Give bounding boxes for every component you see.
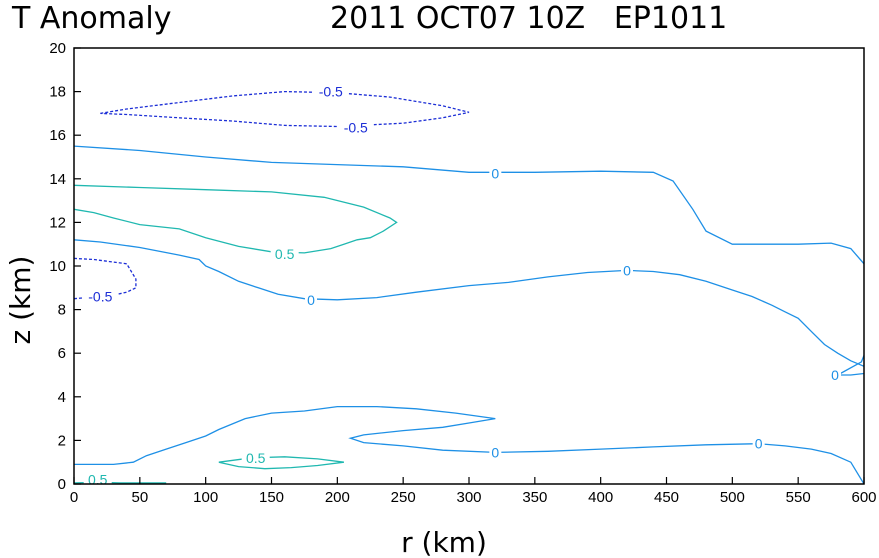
contour-label: -0.5 <box>88 289 112 305</box>
x-tick-label: 350 <box>522 489 547 506</box>
contour-label: -0.5 <box>344 120 368 136</box>
contour-line <box>74 145 864 265</box>
contour-label-bg <box>752 435 765 452</box>
contour-label: 0.5 <box>88 472 108 488</box>
x-tick-label: 450 <box>654 489 679 506</box>
x-tick-label: 550 <box>786 489 811 506</box>
x-tick-label: 400 <box>588 489 613 506</box>
y-axis-label: z (km) <box>4 256 37 345</box>
y-tick-label: 0 <box>58 476 66 493</box>
y-tick-label: 16 <box>49 127 66 144</box>
plot-frame <box>73 47 865 485</box>
contour-lines: 0 0 0 0 0 0 0.5 0.5 0.5 -0.5 -0.5 -0.5 <box>74 83 864 488</box>
y-tick-label: 10 <box>49 258 66 275</box>
contour-label: 0 <box>623 262 631 278</box>
x-tick-label: 250 <box>391 489 416 506</box>
x-axis-label: r (km) <box>401 526 487 558</box>
contour-label: 0 <box>491 165 499 181</box>
contour-line <box>100 90 470 128</box>
x-tick-label: 0 <box>70 489 78 506</box>
contour-label-bg <box>829 367 842 383</box>
contour-label-bg <box>305 291 317 308</box>
x-tick-label: 600 <box>851 489 876 506</box>
contour-line <box>74 405 864 484</box>
x-tick-label: 100 <box>193 489 218 506</box>
x-tick-label: 150 <box>259 489 284 506</box>
contour-label-bg <box>312 83 349 100</box>
contour-line <box>74 184 398 254</box>
y-tick-label: 2 <box>58 432 66 449</box>
chart-title-left: T Anomaly <box>11 1 171 36</box>
contour-label-bg <box>621 262 633 279</box>
y-tick-label: 6 <box>58 345 66 362</box>
y-tick-label: 18 <box>49 84 66 101</box>
contour-label: 0 <box>307 292 315 308</box>
y-tick-label: 8 <box>58 302 66 319</box>
contour-label: 0.5 <box>246 450 266 466</box>
contour-label: 0 <box>831 367 839 383</box>
contour-label-bg <box>82 288 119 305</box>
contour-label-bg <box>489 444 502 461</box>
contour-label: -0.5 <box>319 84 343 100</box>
contour-label-bg <box>270 246 299 263</box>
y-tick-label: 12 <box>49 214 66 231</box>
x-tick-label: 500 <box>720 489 745 506</box>
contour-label: 0.5 <box>275 246 295 262</box>
y-tick-label: 4 <box>58 389 66 406</box>
contour-label-bg <box>489 165 502 182</box>
x-axis-ticks: 0 50 100 150 200 250 300 350 400 450 500 550 600 <box>70 477 877 506</box>
contour-label-bg <box>337 119 374 136</box>
y-tick-label: 20 <box>49 40 66 57</box>
contour-line <box>218 456 344 470</box>
contour-label-bg <box>241 449 270 466</box>
chart-title-right: 2011 OCT07 10Z EP1011 <box>330 1 727 36</box>
x-tick-label: 300 <box>456 489 481 506</box>
contour-label: 0 <box>491 444 499 460</box>
y-tick-label: 14 <box>49 171 66 188</box>
contour-line <box>74 239 864 376</box>
x-tick-label: 50 <box>131 489 148 506</box>
y-axis-ticks: 0 2 4 6 8 10 12 14 16 18 20 <box>49 40 81 493</box>
contour-line <box>74 257 137 300</box>
x-tick-label: 200 <box>325 489 350 506</box>
contour-label: 0 <box>755 436 763 452</box>
